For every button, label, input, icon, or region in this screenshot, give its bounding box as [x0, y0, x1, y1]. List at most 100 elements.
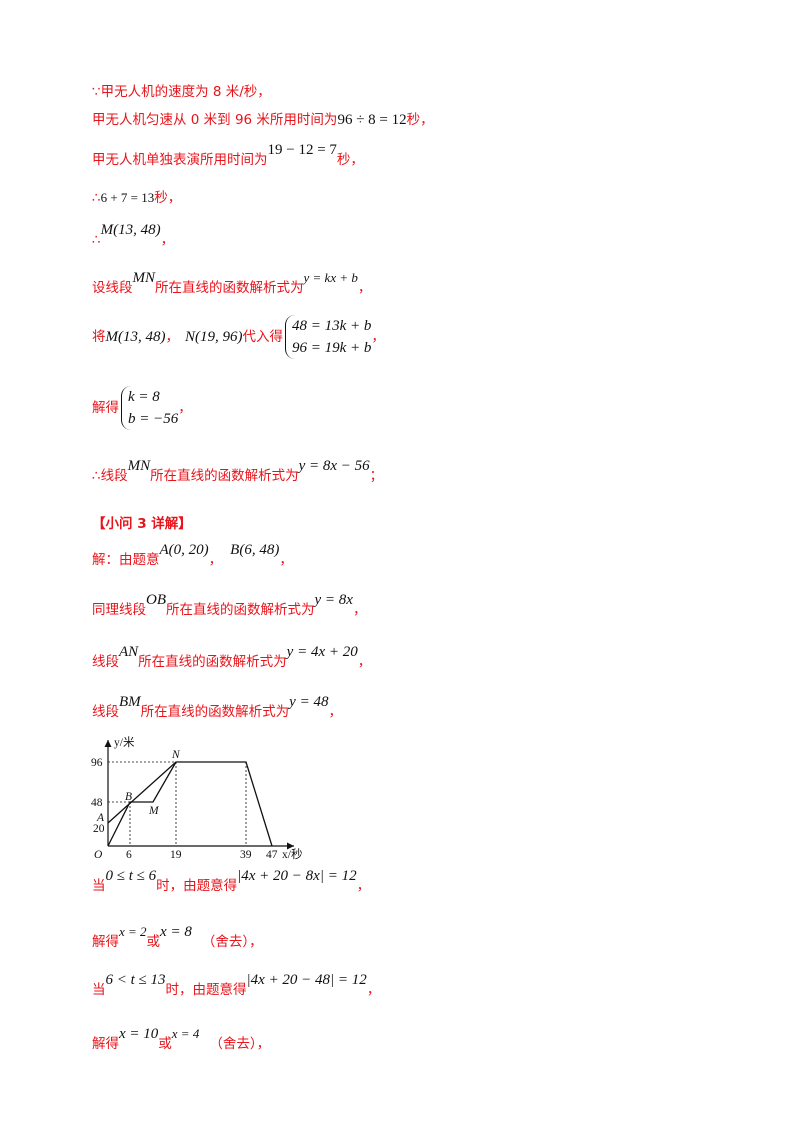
point-label-m: M — [148, 805, 160, 817]
line-case2: 当6 < t ≤ 13时，由题意得|4x + 20 − 48| = 12， — [92, 972, 381, 999]
text: 所在直线的函数解析式为 — [150, 468, 299, 484]
guide-lines — [108, 761, 247, 846]
line-ob: 同理线段OB所在直线的函数解析式为y = 8x， — [92, 592, 367, 619]
text: 当 — [92, 982, 106, 998]
distance-time-graph: y/米 x/秒 O 96 48 20 6 19 39 47 A B M N — [91, 736, 302, 861]
x-axis-label: x/秒 — [282, 847, 302, 861]
line-mn-result: ∴线段MN所在直线的函数解析式为y = 8x − 56； — [92, 458, 384, 485]
text: 设线段 — [92, 280, 133, 296]
point-label-b: B — [125, 791, 132, 803]
y-tick: 48 — [91, 797, 103, 809]
text: ， — [279, 552, 293, 568]
x-tick: 47 — [266, 849, 278, 861]
text: （舍去）， — [201, 934, 263, 950]
text: 线段 — [92, 704, 119, 720]
text: 所在直线的函数解析式为 — [155, 280, 304, 296]
math: |4x + 20 − 48| = 12 — [246, 972, 367, 988]
math: 96 ÷ 8 = 12 — [337, 112, 407, 128]
text: ， — [356, 878, 371, 894]
math: y = 4x + 20 — [286, 644, 358, 660]
text: 解：由题意 — [92, 552, 160, 568]
point-label-n: N — [171, 749, 181, 761]
math: |4x + 20 − 8x| = 12 — [237, 868, 357, 884]
line-points-ab: 解：由题意A(0, 20)，B(6, 48)， — [92, 542, 293, 569]
math: x = 2 — [119, 924, 147, 939]
origin-label: O — [94, 849, 103, 861]
text: 所在直线的函数解析式为 — [140, 704, 290, 720]
math: MN — [132, 270, 156, 286]
text: 当 — [92, 878, 106, 894]
text: 解得 — [92, 400, 119, 416]
text: 解得 — [92, 1036, 119, 1052]
equation-system: 48 = 13k + b 96 = 19k + b — [285, 315, 371, 359]
math: y = kx + b — [303, 270, 358, 285]
text: ， — [371, 329, 385, 345]
math: x = 8 — [160, 924, 192, 940]
math: A(0, 20) — [159, 542, 209, 558]
text: 解得 — [92, 934, 119, 950]
line-speed: ∵甲无人机的速度为 8 米/秒， — [92, 80, 271, 100]
text: 时，由题意得 — [165, 982, 247, 998]
text: ， — [208, 552, 223, 568]
line-point-m: ∴M(13, 48)， — [92, 222, 175, 249]
text: （舍去）， — [209, 1036, 271, 1052]
text: ； — [369, 468, 384, 484]
math: OB — [146, 592, 166, 608]
text: ， — [352, 602, 367, 618]
text: 同理线段 — [92, 602, 146, 618]
text: 代入得 — [242, 329, 284, 345]
text: 将 — [92, 329, 106, 345]
text: ， — [328, 704, 342, 720]
line-an: 线段AN所在直线的函数解析式为y = 4x + 20， — [92, 644, 372, 671]
text: ， — [357, 654, 372, 670]
text: ， — [178, 400, 192, 416]
math: 19 − 12 = 7 — [267, 142, 337, 158]
line-solve-kb: 解得 k = 8 b = −56， — [92, 386, 192, 430]
math: y = 48 — [289, 694, 329, 710]
line-time-solo: 甲无人机单独表演所用时间为19 − 12 = 7秒， — [92, 142, 364, 169]
math: x = 4 — [171, 1026, 200, 1041]
equation: k = 8 — [128, 389, 160, 405]
x-tick: 19 — [170, 849, 182, 861]
equation: b = −56 — [128, 411, 179, 427]
math: N(19, 96) — [185, 329, 243, 345]
equation: 96 = 19k + b — [292, 340, 372, 356]
y-axis-label: y/米 — [114, 736, 135, 749]
line-case2-solve: 解得x = 10或x = 4 （舍去）， — [92, 1026, 271, 1053]
text: ∴ — [92, 190, 101, 206]
text: ， — [366, 982, 381, 998]
text: 或 — [146, 934, 161, 950]
text: 秒， — [336, 152, 364, 168]
math: x = 10 — [119, 1026, 159, 1042]
line-case1-solve: 解得x = 2或x = 8 （舍去）， — [92, 924, 263, 951]
section-heading: 【小问 3 详解】 — [92, 512, 192, 532]
line-time-accel: 甲无人机匀速从 0 米到 96 米所用时间为96 ÷ 8 = 12秒， — [92, 108, 434, 129]
text: 所在直线的函数解析式为 — [166, 602, 315, 618]
math: M(13, 48) — [100, 222, 161, 238]
math: MN — [127, 458, 151, 474]
line-sum: ∴6 + 7 = 13秒， — [92, 186, 181, 206]
text: 甲无人机匀速从 0 米到 96 米所用时间为 — [92, 112, 338, 128]
text: ∵甲无人机的速度为 8 米/秒， — [92, 84, 271, 100]
math: AN — [119, 644, 139, 660]
text: 【小问 3 详解】 — [92, 516, 192, 532]
text: 或 — [158, 1036, 172, 1052]
text: ， — [357, 280, 372, 296]
x-tick: 6 — [126, 849, 132, 861]
text: ， — [160, 232, 175, 248]
y-tick: 20 — [93, 823, 105, 835]
text: 所在直线的函数解析式为 — [138, 654, 287, 670]
text: ， — [165, 329, 180, 345]
text: ∴ — [92, 232, 101, 248]
math: M(13, 48) — [105, 329, 166, 345]
math: 6 < t ≤ 13 — [105, 972, 166, 988]
y-tick: 96 — [91, 757, 103, 769]
math: y = 8x — [314, 592, 353, 608]
text: 时，由题意得 — [156, 878, 238, 894]
graph-lines — [107, 761, 273, 847]
text: 线段 — [92, 654, 119, 670]
line-set-mn: 设线段MN所在直线的函数解析式为y = kx + b， — [92, 270, 372, 297]
equation-system: k = 8 b = −56 — [121, 386, 178, 430]
point-label-a: A — [96, 812, 105, 824]
text: 秒， — [406, 112, 434, 128]
